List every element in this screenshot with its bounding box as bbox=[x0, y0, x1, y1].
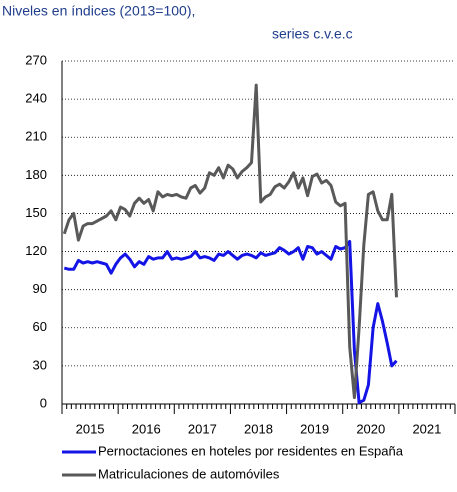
y-tick-label: 150 bbox=[25, 205, 47, 220]
y-tick-label: 0 bbox=[40, 395, 47, 410]
x-tick-label: 2019 bbox=[300, 421, 329, 436]
y-tick-label: 180 bbox=[25, 167, 47, 182]
legend-label: Matriculaciones de automóviles bbox=[98, 466, 280, 481]
series-line bbox=[63, 239, 398, 405]
x-tick-label: 2021 bbox=[412, 421, 441, 436]
x-tick-label: 2018 bbox=[244, 421, 273, 436]
chart-title: Niveles en índices (2013=100), bbox=[2, 3, 195, 19]
y-tick-label: 60 bbox=[33, 319, 47, 334]
x-tick-label: 2015 bbox=[76, 421, 105, 436]
y-tick-label: 270 bbox=[25, 52, 47, 67]
y-tick-label: 120 bbox=[25, 243, 47, 258]
series-line bbox=[62, 83, 398, 400]
x-tick-label: 2016 bbox=[132, 421, 161, 436]
y-tick-label: 210 bbox=[25, 129, 47, 144]
y-tick-label: 240 bbox=[25, 91, 47, 106]
x-tick-label: 2017 bbox=[188, 421, 217, 436]
y-tick-label: 30 bbox=[33, 357, 47, 372]
chart-subtitle: series c.v.e.c bbox=[272, 26, 353, 42]
y-tick-label: 90 bbox=[33, 281, 47, 296]
x-tick-label: 2020 bbox=[356, 421, 385, 436]
legend-label: Pernoctaciones en hoteles por residentes… bbox=[98, 443, 404, 458]
